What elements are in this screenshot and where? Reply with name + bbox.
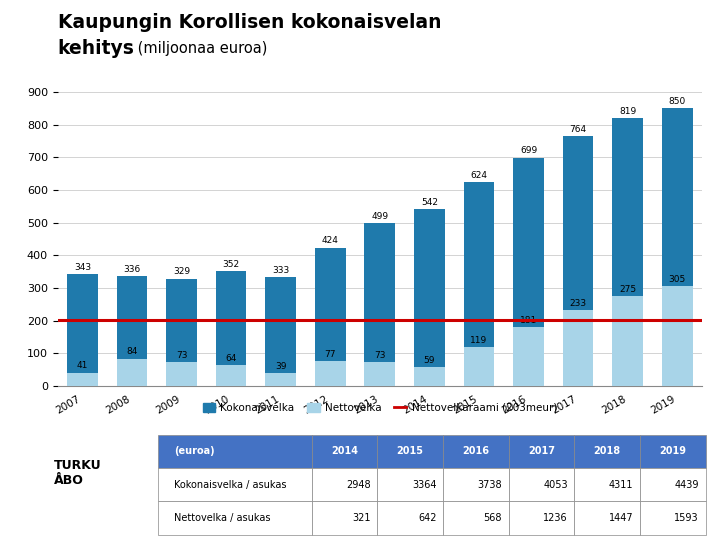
Bar <box>563 310 593 386</box>
Text: 305: 305 <box>669 275 686 284</box>
Bar <box>67 274 98 386</box>
Text: 39: 39 <box>275 362 287 371</box>
Bar <box>513 327 544 386</box>
Text: 424: 424 <box>322 236 338 245</box>
Text: 336: 336 <box>123 265 140 274</box>
Bar <box>364 362 395 386</box>
Bar <box>513 158 544 386</box>
Text: 542: 542 <box>421 198 438 207</box>
Bar <box>265 277 296 386</box>
Bar <box>662 286 693 386</box>
Bar <box>67 373 98 386</box>
Bar <box>464 182 495 386</box>
Text: TURKU
ÅBO: TURKU ÅBO <box>54 459 102 487</box>
Text: 624: 624 <box>470 171 487 180</box>
Bar <box>166 362 197 386</box>
Bar <box>662 109 693 386</box>
Text: 850: 850 <box>669 97 686 106</box>
Text: 499: 499 <box>372 212 388 221</box>
Text: 329: 329 <box>173 267 190 276</box>
Bar <box>216 271 246 386</box>
Text: Kaupungin Korollisen kokonaisvelan: Kaupungin Korollisen kokonaisvelan <box>58 14 441 32</box>
Text: 352: 352 <box>222 260 240 269</box>
Bar <box>117 359 148 386</box>
Text: 764: 764 <box>570 125 587 134</box>
Bar <box>315 247 346 386</box>
Text: 59: 59 <box>423 355 435 364</box>
Bar <box>315 361 346 386</box>
Bar <box>117 276 148 386</box>
Text: 77: 77 <box>325 349 336 359</box>
Text: 64: 64 <box>225 354 237 363</box>
Bar <box>464 347 495 386</box>
Text: 181: 181 <box>520 316 537 325</box>
Text: 699: 699 <box>520 146 537 156</box>
Bar <box>364 223 395 386</box>
Bar <box>612 118 643 386</box>
Bar <box>265 373 296 386</box>
Text: (miljoonaa euroa): (miljoonaa euroa) <box>133 41 268 56</box>
Text: 275: 275 <box>619 285 636 294</box>
Bar <box>414 209 445 386</box>
Text: kehitys: kehitys <box>58 39 135 58</box>
Bar <box>166 279 197 386</box>
Bar <box>414 367 445 386</box>
Bar <box>563 137 593 386</box>
Text: 233: 233 <box>570 299 587 308</box>
Text: 333: 333 <box>272 266 289 275</box>
Text: 73: 73 <box>374 351 385 360</box>
Text: 84: 84 <box>126 347 138 356</box>
Text: 119: 119 <box>470 336 487 345</box>
Text: 73: 73 <box>176 351 187 360</box>
Bar <box>612 296 643 386</box>
Legend: Kokonaisvelka, Nettovelka, Nettovelkaraami (203meur): Kokonaisvelka, Nettovelka, Nettovelkaraa… <box>199 399 561 417</box>
Text: 343: 343 <box>74 262 91 272</box>
Text: 41: 41 <box>77 361 88 370</box>
Text: 819: 819 <box>619 107 636 116</box>
Bar <box>216 365 246 386</box>
